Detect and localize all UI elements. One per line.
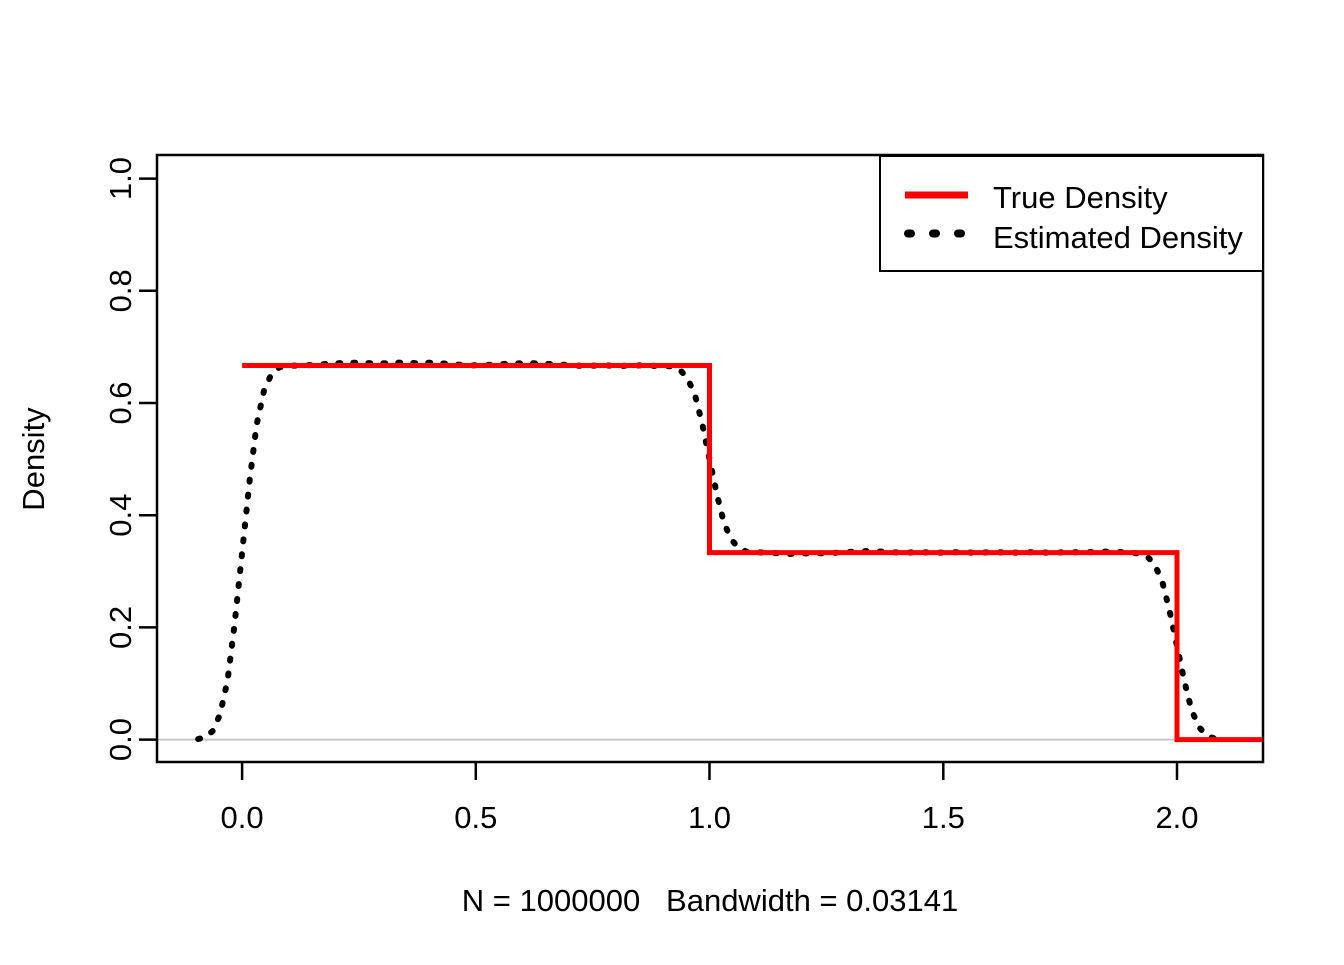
legend-label-true-density: True Density (993, 180, 1168, 215)
plot-box (155, 153, 1265, 764)
true-density-curve (242, 363, 1263, 743)
x-tick-label: 0.0 (221, 800, 264, 835)
y-tick-label: 0.6 (103, 381, 138, 424)
y-axis: 0.0 0.2 0.4 0.6 0.8 1.0 (103, 157, 157, 761)
y-axis-title: Density (16, 407, 51, 511)
x-tick-label: 1.5 (922, 800, 965, 835)
x-axis-title: N = 1000000 Bandwidth = 0.03141 (462, 883, 958, 918)
legend-box (879, 155, 1264, 272)
y-tick-label: 0.8 (103, 269, 138, 312)
x-tick-label: 1.0 (688, 800, 731, 835)
y-tick-label: 0.4 (103, 494, 138, 537)
y-tick-label: 0.2 (103, 606, 138, 649)
x-tick-label: 0.5 (454, 800, 497, 835)
legend-label-estimated-density: Estimated Density (993, 220, 1243, 255)
x-tick-label: 2.0 (1155, 800, 1198, 835)
y-tick-label: 1.0 (103, 157, 138, 200)
true-density-path (242, 363, 1263, 743)
plot-border (155, 153, 1265, 764)
x-axis: 0.0 0.5 1.0 1.5 2.0 (221, 762, 1199, 835)
y-tick-label: 0.0 (103, 718, 138, 761)
legend: True Density Estimated Density (879, 155, 1264, 272)
